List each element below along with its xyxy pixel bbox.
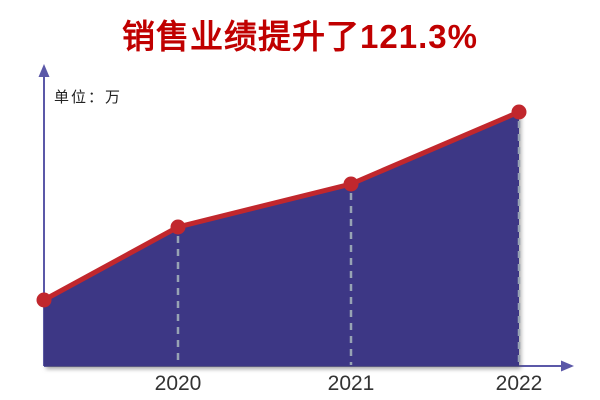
trend-line: [41, 109, 522, 303]
y-axis-unit-label: 单位：万: [54, 88, 123, 106]
x-axis-arrow-icon: [561, 360, 574, 372]
plot-area: [36, 104, 527, 366]
x-tick-label-2022: 2022: [495, 372, 543, 395]
data-point-2021: [343, 176, 359, 192]
data-point-2022: [511, 104, 527, 120]
area-fill: [44, 112, 519, 366]
chart-title: 销售业绩提升了121.3%: [122, 18, 478, 55]
x-tick-label-2021: 2021: [327, 372, 375, 395]
x-tick-label-2020: 2020: [154, 372, 202, 395]
data-point-start: [36, 292, 52, 308]
data-point-2020: [170, 219, 186, 235]
y-axis-arrow-icon: [38, 64, 50, 77]
